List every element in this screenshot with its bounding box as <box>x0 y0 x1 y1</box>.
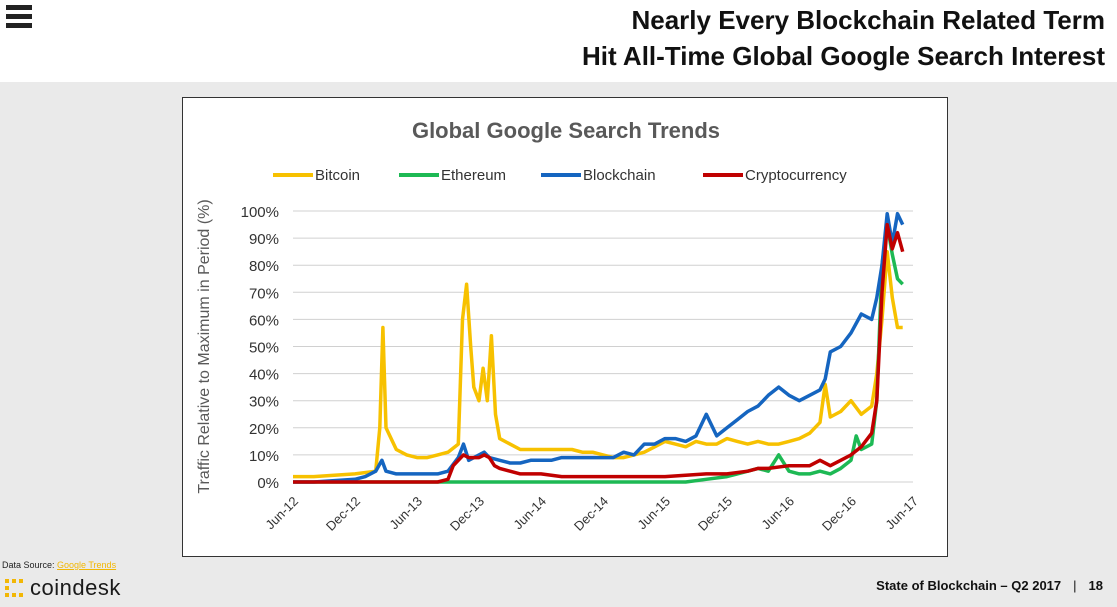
page-number: 18 <box>1088 578 1103 593</box>
chart-title: Global Google Search Trends <box>412 118 720 143</box>
y-tick-label: 30% <box>249 394 279 411</box>
brand-name: coindesk <box>30 575 121 600</box>
legend-label-ethereum: Ethereum <box>441 167 506 184</box>
y-tick-label: 100% <box>241 204 279 221</box>
y-tick-label: 20% <box>249 421 279 438</box>
chart-container: Global Google Search Trends Bitcoin Ethere… <box>182 97 948 557</box>
brand-logo: coindesk <box>4 575 121 601</box>
series-line-bitcoin <box>293 249 903 479</box>
footer-text: State of Blockchain – Q2 2017 <box>876 578 1062 593</box>
x-tick-label: Jun-17 <box>882 494 921 533</box>
x-tick-label: Dec-14 <box>571 494 611 534</box>
x-tick-label: Jun-16 <box>758 494 797 533</box>
y-axis-label: Traffic Relative to Maximum in Period (%… <box>196 199 213 493</box>
slide-title: Nearly Every Blockchain Related Term Hit… <box>582 2 1105 74</box>
y-tick-label: 70% <box>249 285 279 302</box>
line-chart: Global Google Search Trends Bitcoin Ethere… <box>196 118 921 534</box>
y-tick-label: 60% <box>249 312 279 329</box>
y-tick-label: 50% <box>249 340 279 357</box>
legend-label-bitcoin: Bitcoin <box>315 167 360 184</box>
series-line-blockchain <box>293 211 905 484</box>
coindesk-logo-icon <box>5 579 23 597</box>
legend-label-cryptocurrency: Cryptocurrency <box>745 167 847 184</box>
x-tick-label: Jun-15 <box>634 494 673 533</box>
footer-separator: | <box>1073 578 1077 593</box>
menu-icon[interactable] <box>6 5 32 31</box>
x-tick-label: Jun-12 <box>262 494 301 533</box>
title-line-2: Hit All-Time Global Google Search Intere… <box>582 41 1105 71</box>
x-tick-label: Dec-12 <box>323 494 363 534</box>
y-tick-label: 80% <box>249 258 279 275</box>
series-line-cryptocurrency <box>293 222 905 484</box>
x-tick-label: Dec-13 <box>447 494 487 534</box>
y-tick-label: 0% <box>257 475 279 492</box>
x-tick-label: Jun-14 <box>510 494 549 533</box>
y-tick-label: 90% <box>249 231 279 248</box>
source-link[interactable]: Google Trends <box>57 560 117 570</box>
x-tick-label: Dec-15 <box>695 494 735 534</box>
x-tick-label: Jun-13 <box>386 494 425 533</box>
footer: State of Blockchain – Q2 2017 | 18 <box>876 578 1103 593</box>
y-tick-label: 40% <box>249 367 279 384</box>
x-tick-label: Dec-16 <box>819 494 859 534</box>
y-tick-label: 10% <box>249 448 279 465</box>
data-source: Data Source: Google Trends <box>2 560 116 570</box>
legend-label-blockchain: Blockchain <box>583 167 656 184</box>
source-prefix: Data Source: <box>2 560 58 570</box>
title-line-1: Nearly Every Blockchain Related Term <box>631 5 1105 35</box>
